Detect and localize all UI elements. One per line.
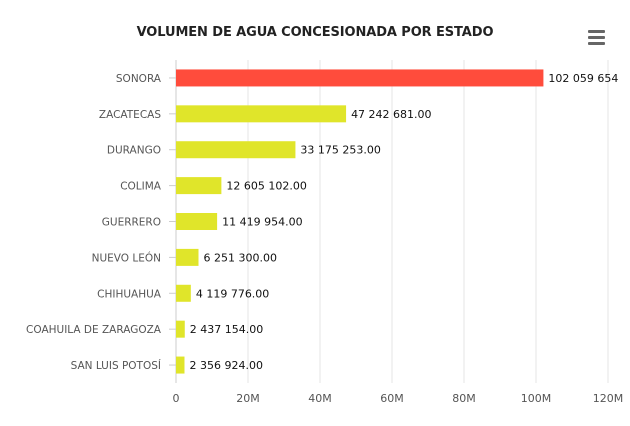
x-tick-label: 60M	[380, 392, 404, 405]
x-tick-label: 40M	[308, 392, 332, 405]
category-label: DURANGO	[107, 145, 161, 157]
data-label: 47 242 681.00	[351, 108, 431, 121]
data-label: 2 437 154.00	[190, 323, 263, 336]
category-label: CHIHUAHUA	[97, 288, 162, 300]
hamburger-menu-icon[interactable]	[586, 30, 608, 50]
data-label: 12 605 102.00	[226, 180, 306, 193]
bar	[176, 105, 347, 123]
x-tick-label: 100M	[521, 392, 552, 405]
x-tick-label: 120M	[593, 392, 624, 405]
data-label: 11 419 954.00	[222, 216, 302, 229]
bar	[176, 284, 191, 302]
category-label: ZACATECAS	[99, 109, 161, 121]
bar	[176, 177, 222, 195]
bar	[176, 141, 296, 159]
data-label: 102 059 654	[548, 72, 618, 85]
x-tick-label: 80M	[452, 392, 476, 405]
bar	[176, 320, 185, 338]
bar	[176, 213, 218, 230]
category-label: NUEVO LEÓN	[92, 251, 161, 264]
data-label: 6 251 300.00	[204, 251, 277, 264]
chart-title: VOLUMEN DE AGUA CONCESIONADA POR ESTADO	[136, 25, 494, 40]
data-label: 2 356 924.00	[189, 359, 262, 372]
category-label: SONORA	[116, 73, 162, 85]
bar	[176, 69, 544, 87]
category-label: SAN LUIS POTOSÍ	[71, 359, 161, 372]
bar	[176, 248, 199, 266]
category-label: COLIMA	[120, 181, 162, 193]
x-tick-label: 20M	[236, 392, 260, 405]
category-label: GUERRERO	[102, 217, 161, 229]
category-label: COAHUILA DE ZARAGOZA	[26, 324, 162, 336]
bar	[176, 356, 185, 374]
x-tick-label: 0	[173, 392, 180, 405]
data-label: 4 119 776.00	[196, 287, 269, 300]
data-label: 33 175 253.00	[300, 144, 380, 157]
